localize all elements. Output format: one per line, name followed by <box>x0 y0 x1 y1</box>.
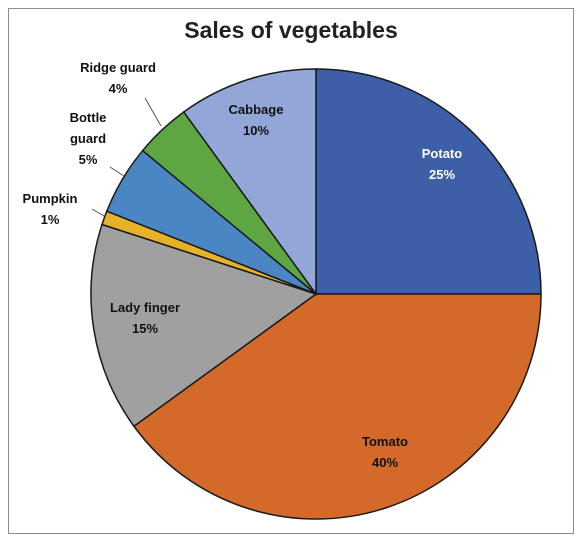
slice-label-pumpkin: Pumpkin 1% <box>23 191 78 227</box>
slice-label-ridge-guard: Ridge guard 4% <box>80 60 156 96</box>
slice-label-bottle-guard: Bottle guard 5% <box>70 110 107 167</box>
leader-line-pumpkin <box>91 208 105 217</box>
leader-line-bottle-guard <box>109 166 125 177</box>
pie-slice-tomato <box>132 293 542 520</box>
slice-label-cabbage: Cabbage 10% <box>229 102 284 138</box>
slice-label-potato: Potato 25% <box>422 146 463 182</box>
pie-slice-potato <box>315 68 542 295</box>
leader-line-ridge-guard <box>144 97 162 127</box>
slice-label-tomato: Tomato 40% <box>362 434 408 470</box>
pie-slice-lady-finger <box>90 223 318 428</box>
chart-title: Sales of vegetables <box>184 17 398 43</box>
pie-slice-cabbage <box>182 68 317 297</box>
slice-label-lady-finger: Lady finger 15% <box>110 300 180 336</box>
